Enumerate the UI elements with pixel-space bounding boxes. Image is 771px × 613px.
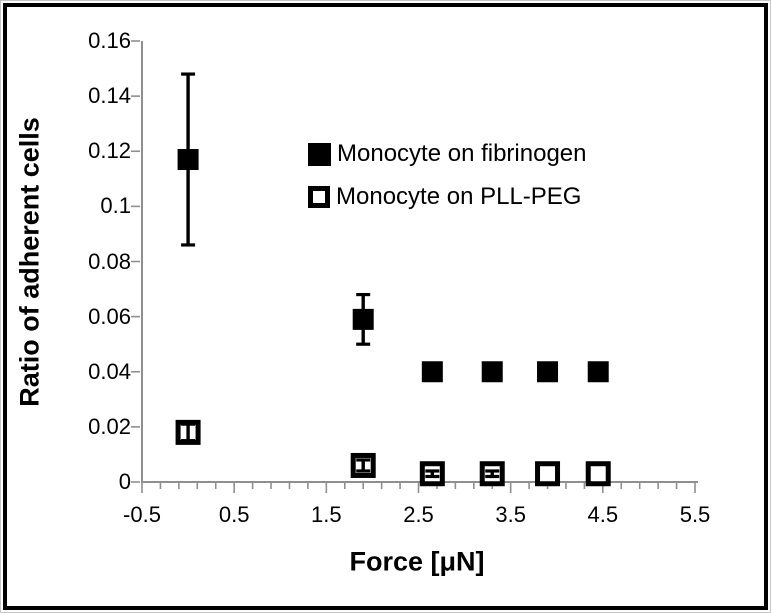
x-tick-label: 2.5 [403, 502, 434, 527]
data-point-pll-peg [535, 461, 561, 487]
y-tick-label: 0.1 [100, 193, 131, 219]
y-tick-label: 0.08 [88, 248, 131, 274]
x-tick-label: 3.5 [495, 502, 526, 527]
data-point-pll-peg [585, 461, 611, 487]
y-tick-label: 0.16 [88, 28, 131, 53]
data-point-fibrinogen [537, 361, 559, 383]
legend-item-fibrinogen: Monocyte on fibrinogen [308, 140, 587, 167]
y-tick-label: 0.02 [88, 413, 131, 439]
x-axis-title: Force [μN] [349, 546, 485, 577]
y-tick-label: 0.06 [88, 303, 131, 329]
y-tick-label: 0.14 [88, 83, 131, 109]
x-tick-label: 5.5 [679, 502, 711, 527]
open-square-icon [308, 186, 330, 208]
data-point-fibrinogen [587, 361, 609, 383]
legend-label: Monocyte on fibrinogen [337, 140, 587, 167]
filled-square-icon [308, 142, 331, 166]
y-tick-label: 0.12 [88, 138, 131, 164]
legend-item-pll-peg: Monocyte on PLL-PEG [308, 183, 587, 210]
legend: Monocyte on fibrinogen Monocyte on PLL-P… [308, 140, 587, 228]
data-point-fibrinogen [481, 361, 503, 383]
data-point-fibrinogen [421, 361, 443, 383]
y-tick-label: 0 [118, 469, 131, 494]
y-tick-label: 0.04 [88, 358, 131, 384]
x-tick-label: 1.5 [311, 502, 342, 527]
x-tick-label: 4.5 [587, 502, 619, 527]
x-tick-label: -0.5 [123, 502, 161, 527]
x-tick-label: 0.5 [218, 502, 250, 527]
legend-label: Monocyte on PLL-PEG [336, 183, 582, 210]
